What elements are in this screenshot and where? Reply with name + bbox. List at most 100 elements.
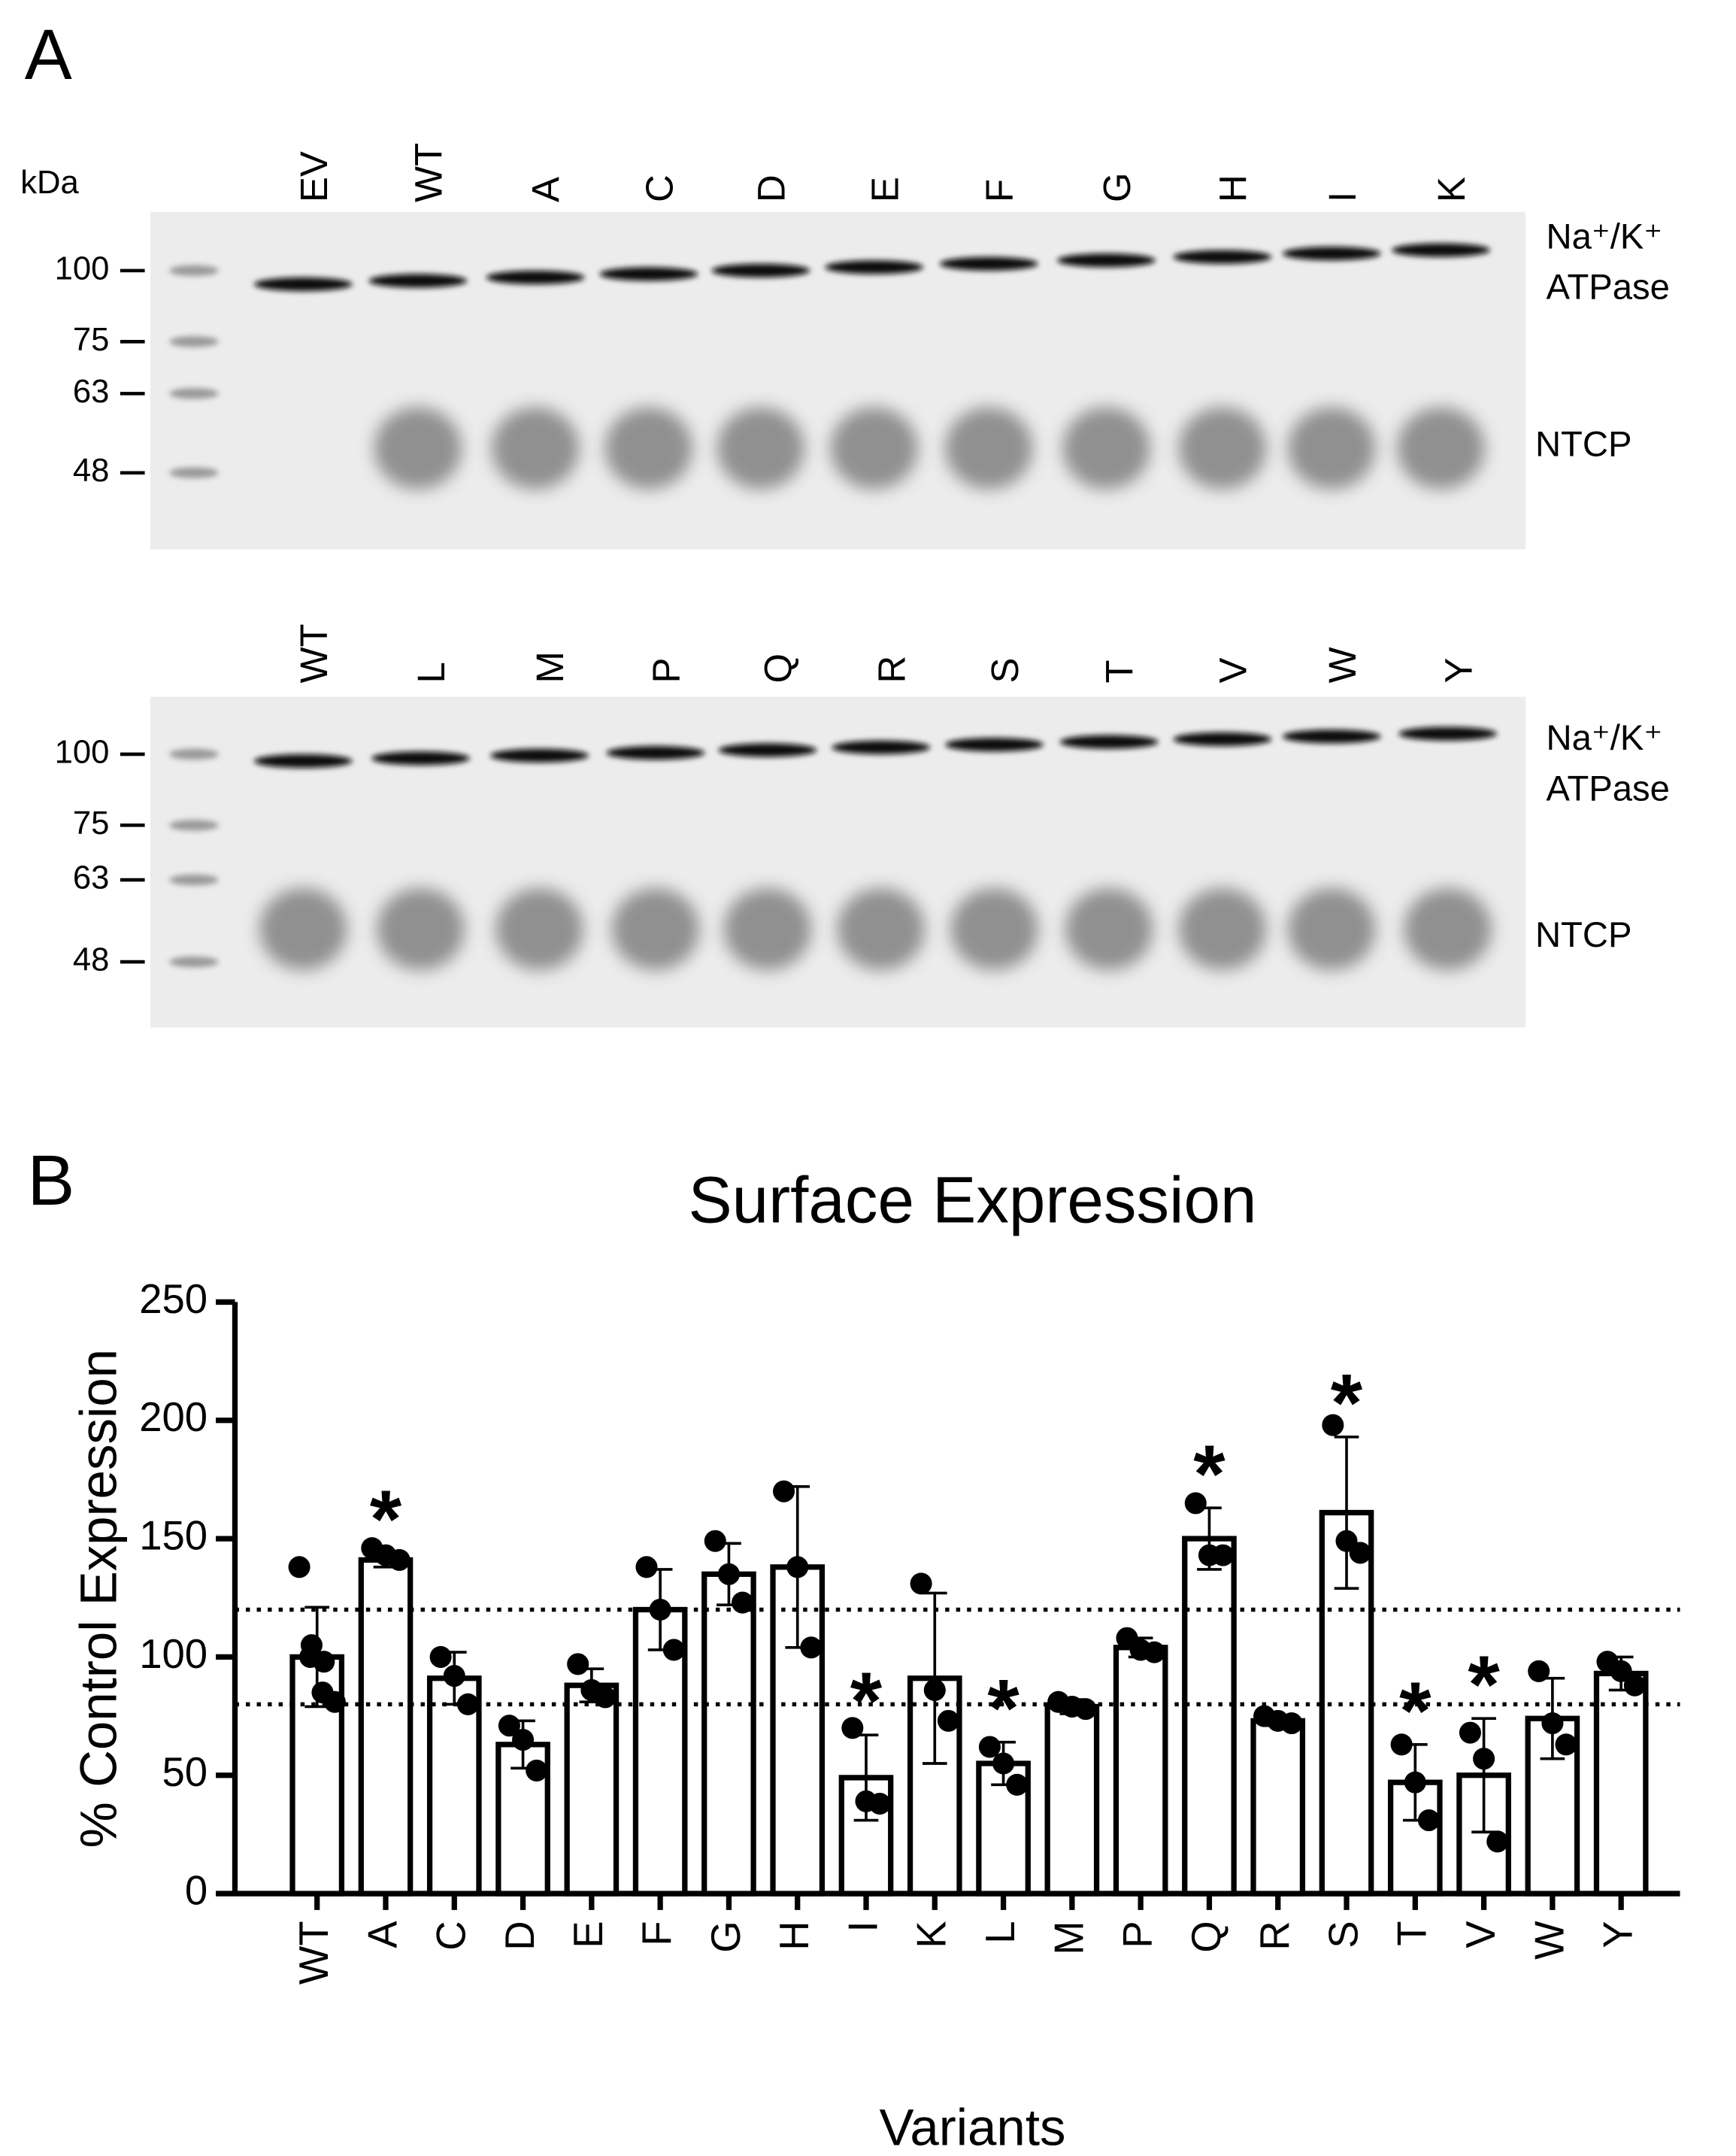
ntcp-band [1288,407,1376,490]
bar [1113,1645,1168,1897]
bar [564,1682,620,1897]
data-point [594,1686,617,1709]
atpase-band [945,738,1044,752]
ntcp-band [837,887,925,970]
lane-label: C [638,174,681,202]
lane-label: T [1098,660,1141,683]
data-point [443,1665,465,1688]
panel-label: B [27,1141,74,1221]
x-tick-label: V [1458,1921,1504,1948]
data-point [1473,1748,1495,1770]
x-tick-label: P [1115,1921,1161,1948]
marker-label: 63 [73,860,110,896]
marker-label: 100 [55,734,110,770]
x-tick-label: G [703,1921,749,1952]
significance-marker: * [1193,1429,1226,1521]
atpase-band [1173,732,1272,747]
lane-label: P [645,658,688,684]
x-tick-label: W [1526,1921,1572,1960]
data-point [1541,1712,1564,1735]
y-tick-label: 150 [139,1512,208,1558]
data-point [662,1639,685,1661]
data-point [800,1636,823,1659]
atpase-band [1398,726,1498,741]
ntcp-band [1178,407,1267,490]
data-point [1610,1660,1632,1682]
data-point [1006,1773,1029,1796]
data-point [1074,1698,1097,1721]
ntcp-band [374,407,462,490]
atpase-band [599,267,698,281]
marker-label: 48 [73,942,110,978]
significance-marker: * [1468,1639,1500,1731]
significance-marker: * [1331,1357,1363,1449]
atpase-band [711,263,810,277]
lane-label: L [410,662,453,683]
x-tick-label: WT [291,1921,337,1985]
x-tick-label: H [771,1921,817,1950]
significance-marker: * [370,1473,402,1565]
ntcp-band [1178,887,1267,970]
data-point [635,1556,658,1578]
ntcp-band [259,887,347,970]
x-tick-label: M [1046,1921,1092,1954]
data-point [841,1717,864,1739]
atpase-band [939,256,1038,271]
ladder-band [169,956,219,968]
data-point [992,1752,1015,1775]
x-tick-label: F [635,1921,680,1945]
unit-label: kDa [20,165,79,201]
y-tick-label: 50 [162,1749,208,1795]
lane-label: R [870,656,913,684]
data-point [388,1548,411,1571]
ladder-band [169,388,219,399]
ladder-band [169,748,219,760]
data-point [649,1598,671,1621]
atpase-band [1173,250,1272,264]
atpase-band [832,740,931,754]
data-point [923,1678,946,1701]
atpase-band [718,743,817,757]
x-tick-label: K [909,1921,955,1948]
lane-label: K [1430,177,1473,202]
ntcp-band [717,407,805,490]
blot-membrane [150,211,1526,550]
atpase-band [1392,243,1490,257]
marker-label: 63 [73,374,110,410]
x-tick-label: C [429,1921,474,1950]
band-label: NTCP [1535,915,1632,955]
lane-label: M [529,651,571,683]
ladder-band [169,336,219,347]
lane-label: I [1321,192,1364,202]
data-point [567,1653,589,1675]
data-point [978,1736,1001,1758]
lane-label: V [1212,657,1255,683]
ntcp-band [945,407,1033,490]
lane-label: S [983,658,1026,684]
x-tick-label: E [565,1921,611,1948]
atpase-band [606,746,705,760]
data-point [1212,1544,1235,1566]
data-point [1184,1492,1207,1515]
y-axis-label: % Control Expression [69,1349,127,1848]
x-tick-label: I [840,1921,886,1932]
x-tick-label: R [1252,1921,1298,1950]
significance-marker: * [1399,1665,1432,1757]
data-point [323,1691,346,1713]
data-point [526,1759,548,1782]
data-point [1390,1733,1413,1756]
data-point [1417,1809,1441,1832]
data-point [1555,1733,1577,1756]
panel-label: A [25,15,72,95]
band-label: NTCP [1535,425,1632,465]
lane-label: G [1095,172,1138,202]
data-point [868,1792,891,1815]
ladder-band [169,467,219,478]
band-label: Na⁺/K⁺ [1546,217,1662,257]
x-tick-label: L [977,1921,1023,1943]
bar [1593,1670,1649,1897]
ntcp-band [1065,887,1153,970]
bar [1250,1718,1306,1897]
